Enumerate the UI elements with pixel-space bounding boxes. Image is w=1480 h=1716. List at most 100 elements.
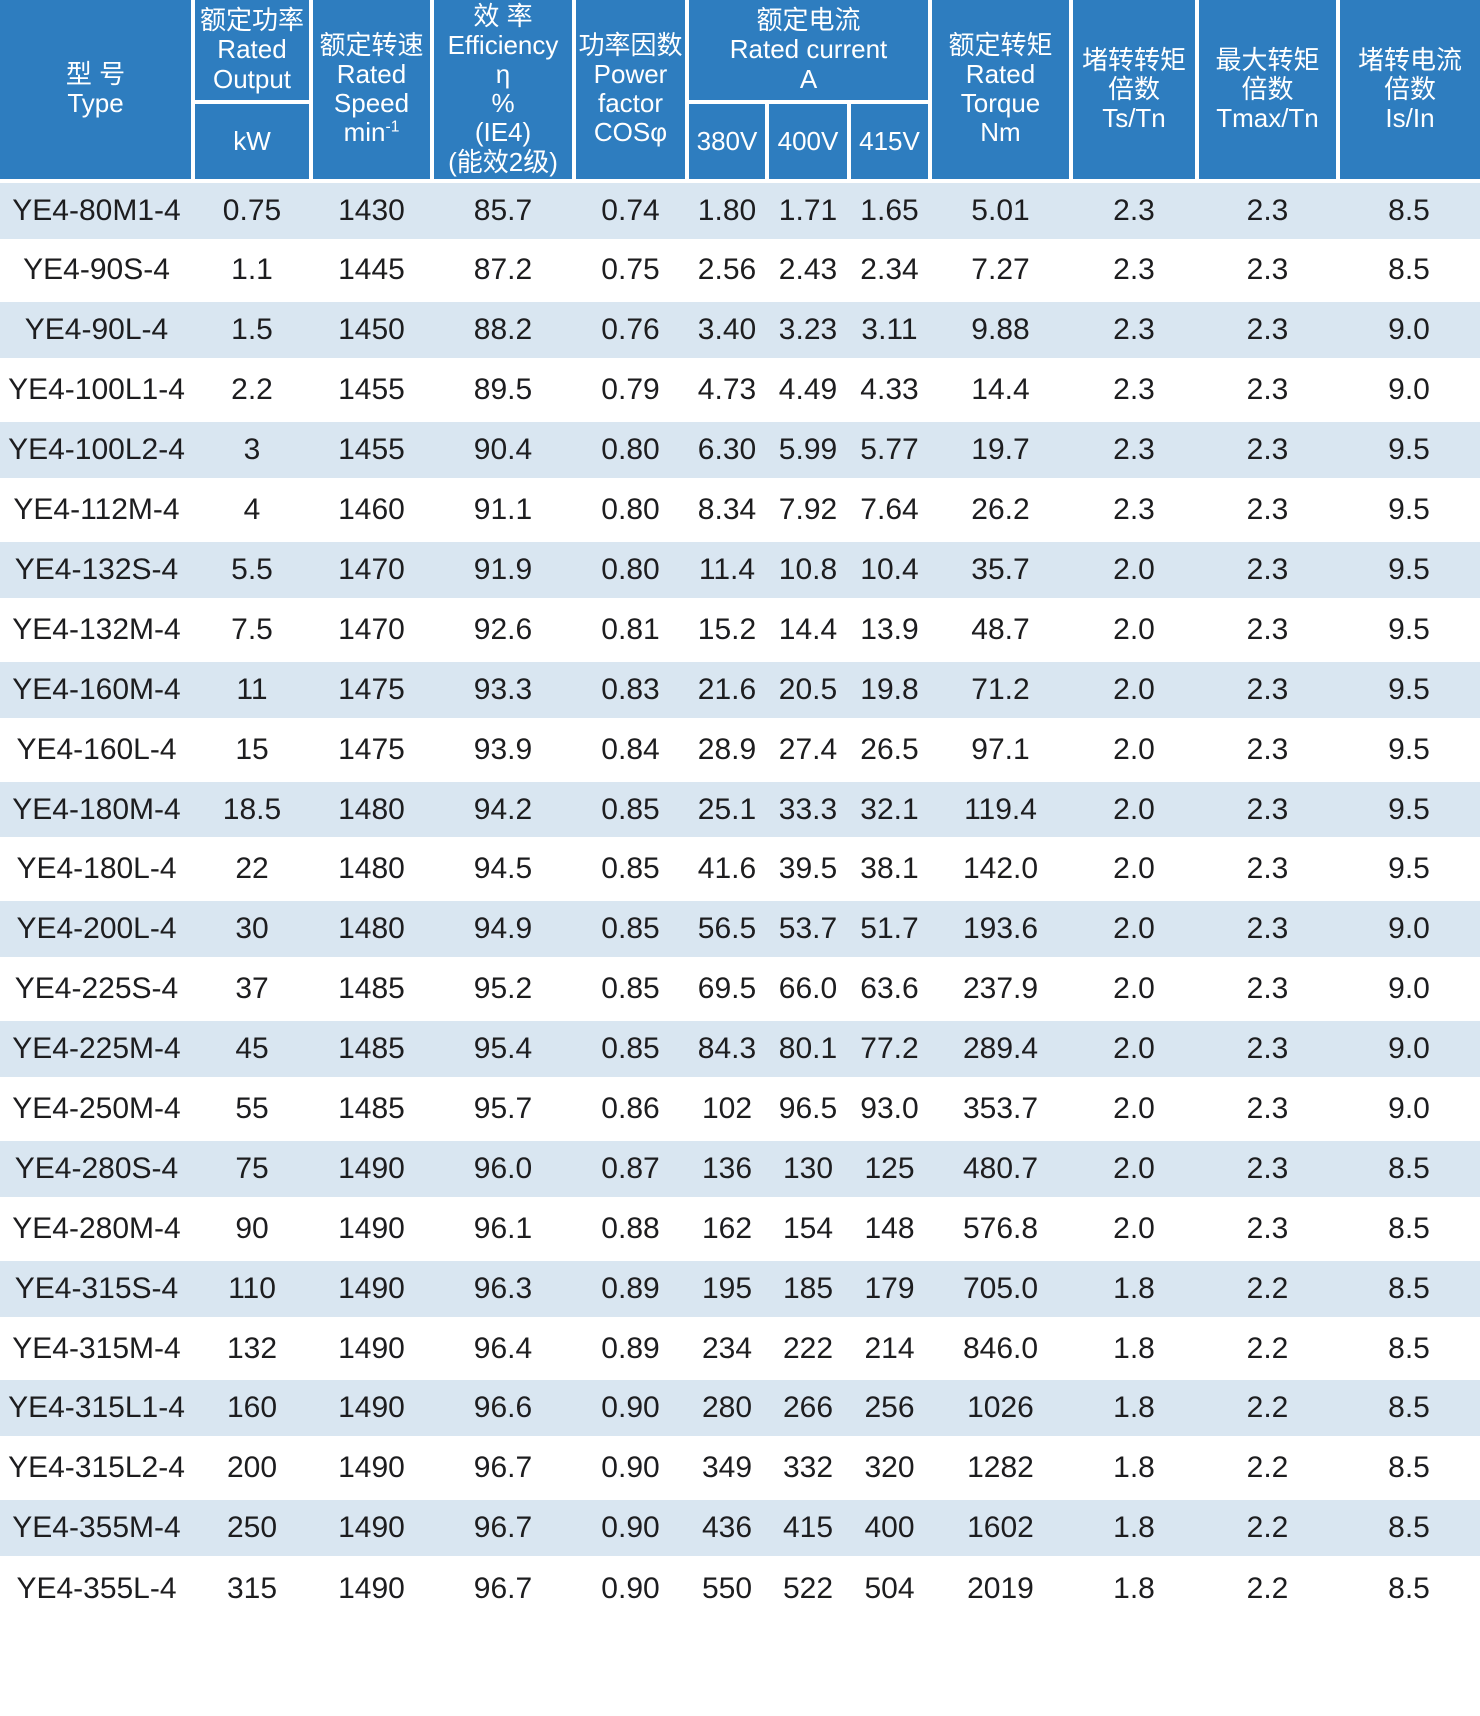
value-cell: 480.7: [930, 1136, 1071, 1199]
table-row: YE4-112M-4 4 1460 91.1 0.80 8.34 7.92 7.64 26.2 2…: [0, 478, 1480, 540]
value-cell: 1.8: [1071, 1496, 1197, 1559]
value-cell: 2.3: [1071, 358, 1197, 421]
value-cell: 96.3: [432, 1256, 574, 1319]
col-header-type-zh: 型 号: [65, 59, 126, 90]
value-cell: 8.5: [1338, 1136, 1480, 1199]
value-cell: 8.5: [1338, 238, 1480, 301]
value-cell: 1.8: [1071, 1376, 1197, 1439]
value-cell: 125: [849, 1136, 930, 1199]
col-header-tmax-tn-zh1: 最大转矩: [1215, 44, 1320, 75]
value-cell: 26.2: [930, 478, 1071, 540]
value-cell: 1480: [311, 837, 432, 900]
value-cell: 1.8: [1071, 1256, 1197, 1319]
value-cell: 1490: [311, 1376, 432, 1439]
value-cell: 2.2: [1197, 1256, 1338, 1319]
value-cell: 2.3: [1197, 478, 1338, 540]
value-cell: 94.5: [432, 837, 574, 900]
value-cell: 132: [193, 1316, 311, 1379]
model-cell: YE4-160M-4: [0, 657, 193, 720]
rated-speed-exponent: -1: [385, 118, 400, 136]
value-cell: 148: [849, 1196, 930, 1259]
col-header-is-in-en: Is/In: [1385, 102, 1435, 133]
value-cell: 1490: [311, 1136, 432, 1199]
value-cell: 2.0: [1071, 1196, 1197, 1259]
value-cell: 96.7: [432, 1436, 574, 1499]
col-header-ts-tn-en: Ts/Tn: [1102, 102, 1166, 133]
value-cell: 84.3: [687, 1017, 767, 1080]
value-cell: 2.3: [1197, 1136, 1338, 1199]
value-cell: 9.88: [930, 298, 1071, 361]
value-cell: 102: [687, 1077, 767, 1139]
table-row: YE4-250M-4 55 1485 95.7 0.86 102 96.5 93.0 353.7…: [0, 1077, 1480, 1139]
value-cell: 85.7: [432, 178, 574, 241]
value-cell: 200: [193, 1436, 311, 1499]
model-cell: YE4-200L-4: [0, 897, 193, 960]
value-cell: 9.5: [1338, 837, 1480, 900]
col-header-rated-current-en: Rated current: [729, 34, 888, 65]
value-cell: 2.3: [1197, 777, 1338, 840]
value-cell: 195: [687, 1256, 767, 1319]
value-cell: 18.5: [193, 777, 311, 840]
col-header-rated-speed-unit: min-1: [343, 117, 400, 148]
value-cell: 94.2: [432, 777, 574, 840]
col-header-power-factor-en2: factor: [597, 88, 664, 119]
value-cell: 2.0: [1071, 957, 1197, 1020]
value-cell: 576.8: [930, 1196, 1071, 1259]
value-cell: 1470: [311, 597, 432, 660]
motor-spec-table: 型 号 Type 额定功率 Rated Output 额定转速 Rated Sp…: [0, 0, 1480, 1619]
value-cell: 2.2: [193, 358, 311, 421]
value-cell: 13.9: [849, 597, 930, 660]
value-cell: 2.3: [1071, 238, 1197, 301]
value-cell: 0.80: [574, 478, 687, 540]
value-cell: 1445: [311, 238, 432, 301]
value-cell: 2.3: [1197, 418, 1338, 481]
col-header-rated-current-zh: 额定电流: [756, 5, 861, 36]
value-cell: 2.0: [1071, 1017, 1197, 1080]
value-cell: 1.65: [849, 178, 930, 241]
table-row: YE4-160M-4 11 1475 93.3 0.83 21.6 20.5 19.8 71.2…: [0, 657, 1480, 720]
col-header-rated-current: 额定电流 Rated current A: [685, 0, 932, 104]
col-header-is-in-zh1: 堵转电流: [1357, 44, 1462, 75]
col-header-rated-current-unit: A: [799, 63, 818, 94]
value-cell: 2.3: [1197, 957, 1338, 1020]
table-row: YE4-225M-4 45 1485 95.4 0.85 84.3 80.1 77.2 289.…: [0, 1017, 1480, 1080]
value-cell: 1.8: [1071, 1556, 1197, 1619]
value-cell: 1282: [930, 1436, 1071, 1499]
col-header-rated-torque-en1: Rated: [965, 59, 1036, 90]
value-cell: 1450: [311, 298, 432, 361]
value-cell: 90.4: [432, 418, 574, 481]
col-header-rated-speed-en2: Speed: [333, 88, 410, 119]
value-cell: 9.0: [1338, 897, 1480, 960]
value-cell: 2.3: [1197, 1077, 1338, 1139]
value-cell: 2.2: [1197, 1376, 1338, 1439]
value-cell: 10.8: [767, 538, 849, 600]
value-cell: 400: [849, 1496, 930, 1559]
value-cell: 0.84: [574, 717, 687, 780]
value-cell: 2.0: [1071, 717, 1197, 780]
value-cell: 504: [849, 1556, 930, 1619]
col-header-efficiency-zh: 效 率: [473, 1, 533, 31]
value-cell: 1470: [311, 538, 432, 600]
value-cell: 10.4: [849, 538, 930, 600]
value-cell: 55: [193, 1077, 311, 1139]
value-cell: 0.85: [574, 777, 687, 840]
table-row: YE4-80M1-4 0.75 1430 85.7 0.74 1.80 1.71 1.65 5.…: [0, 178, 1480, 241]
value-cell: 1460: [311, 478, 432, 540]
value-cell: 2.3: [1197, 897, 1338, 960]
value-cell: 93.3: [432, 657, 574, 720]
value-cell: 8.34: [687, 478, 767, 540]
value-cell: 9.5: [1338, 657, 1480, 720]
value-cell: 0.83: [574, 657, 687, 720]
value-cell: 9.0: [1338, 957, 1480, 1020]
value-cell: 3: [193, 418, 311, 481]
value-cell: 41.6: [687, 837, 767, 900]
value-cell: 2.0: [1071, 538, 1197, 600]
value-cell: 66.0: [767, 957, 849, 1020]
value-cell: 1490: [311, 1316, 432, 1379]
value-cell: 8.5: [1338, 1496, 1480, 1559]
value-cell: 7.92: [767, 478, 849, 540]
value-cell: 110: [193, 1256, 311, 1319]
value-cell: 2.0: [1071, 897, 1197, 960]
value-cell: 2.3: [1197, 597, 1338, 660]
value-cell: 25.1: [687, 777, 767, 840]
